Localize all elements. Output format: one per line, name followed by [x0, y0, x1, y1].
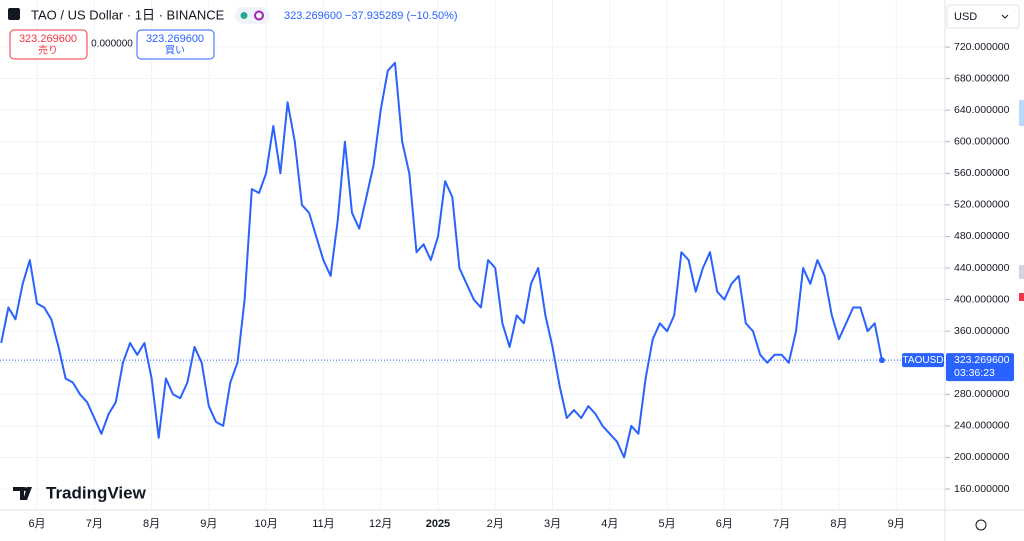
- sell-label[interactable]: 売り: [38, 44, 58, 57]
- x-tick-label: 4月: [601, 518, 618, 530]
- y-tick-label: 240.000000: [954, 420, 1010, 432]
- market-status: [240, 12, 248, 19]
- y-tick-label: 520.000000: [954, 199, 1010, 211]
- brand-logo: [13, 487, 32, 500]
- currency-select[interactable]: USD: [946, 4, 1020, 29]
- symbol-label-box: [902, 353, 944, 368]
- header-price: 323.269600: [284, 10, 342, 22]
- x-tick-label: 2月: [487, 518, 504, 530]
- side-marker: [1019, 265, 1024, 279]
- price-label: 323.269600: [954, 354, 1010, 366]
- y-tick-label: 600.000000: [954, 136, 1010, 148]
- buy-box[interactable]: [136, 29, 215, 60]
- price-line: [0, 61, 883, 459]
- symbol-icon: [8, 8, 20, 20]
- brand: TradingView: [13, 483, 147, 502]
- y-tick-label: 440.000000: [954, 262, 1010, 274]
- x-tick-label: 2025: [426, 518, 450, 530]
- header-change: −37.935289 (−10.50%): [345, 10, 458, 22]
- status-badge: [235, 7, 270, 24]
- last-point: [878, 357, 885, 364]
- grid: [0, 0, 945, 510]
- x-tick-label: 3月: [544, 518, 561, 530]
- x-tick-label: 11月: [312, 518, 334, 530]
- x-tick-label: 7月: [86, 518, 103, 530]
- y-tick-label: 640.000000: [954, 104, 1010, 116]
- x-tick-label: 5月: [659, 518, 676, 530]
- plot: [0, 61, 945, 459]
- currency[interactable]: USD: [954, 11, 977, 23]
- x-tick-label: 8月: [830, 518, 847, 530]
- spread: 0.000000: [91, 39, 133, 50]
- sell-button[interactable]: 323.269600 売り: [9, 29, 88, 60]
- x-tick-label: 10月: [254, 518, 277, 530]
- x-tick-label: 6月: [28, 518, 45, 530]
- settings-icon[interactable]: [975, 519, 987, 531]
- y-tick-label: 480.000000: [954, 230, 1010, 242]
- dropdown-arrow[interactable]: [1001, 14, 1009, 19]
- x-tick-label: 9月: [888, 518, 905, 530]
- x-tick-label: 7月: [773, 518, 790, 530]
- currency-box[interactable]: [946, 4, 1020, 29]
- y-tick-label: 360.000000: [954, 325, 1010, 337]
- buy-button[interactable]: 323.269600 買い: [136, 29, 215, 60]
- side-marker: [1019, 100, 1024, 126]
- data-status: [254, 10, 264, 21]
- sell-box[interactable]: [9, 29, 88, 60]
- brand-name: TradingView: [46, 483, 147, 502]
- y-tick-label: 280.000000: [954, 388, 1010, 400]
- y-tick-label: 400.000000: [954, 293, 1010, 305]
- side-marker: [1019, 293, 1024, 301]
- symbol-label: TAOUSD: [903, 355, 944, 366]
- x-tick-label: 12月: [369, 518, 392, 530]
- y-tick-label: 200.000000: [954, 451, 1010, 463]
- symbol-title: TAO / US Dollar · 1日 · BINANCE: [31, 7, 225, 22]
- x-tick-label: 8月: [143, 518, 160, 530]
- x-tick-label: 6月: [716, 518, 733, 530]
- x-tick-label: 9月: [200, 518, 217, 530]
- y-tick-label: 160.000000: [954, 483, 1010, 495]
- buy-label[interactable]: 買い: [165, 45, 185, 57]
- price-label-box: [946, 353, 1014, 382]
- y-tick-label: 720.000000: [954, 41, 1010, 53]
- sell-price[interactable]: 323.269600: [19, 33, 77, 45]
- y-tick-label: 560.000000: [954, 167, 1010, 179]
- y-tick-label: 680.000000: [954, 72, 1010, 84]
- buy-price[interactable]: 323.269600: [146, 33, 204, 45]
- countdown: 03:36:23: [954, 367, 995, 379]
